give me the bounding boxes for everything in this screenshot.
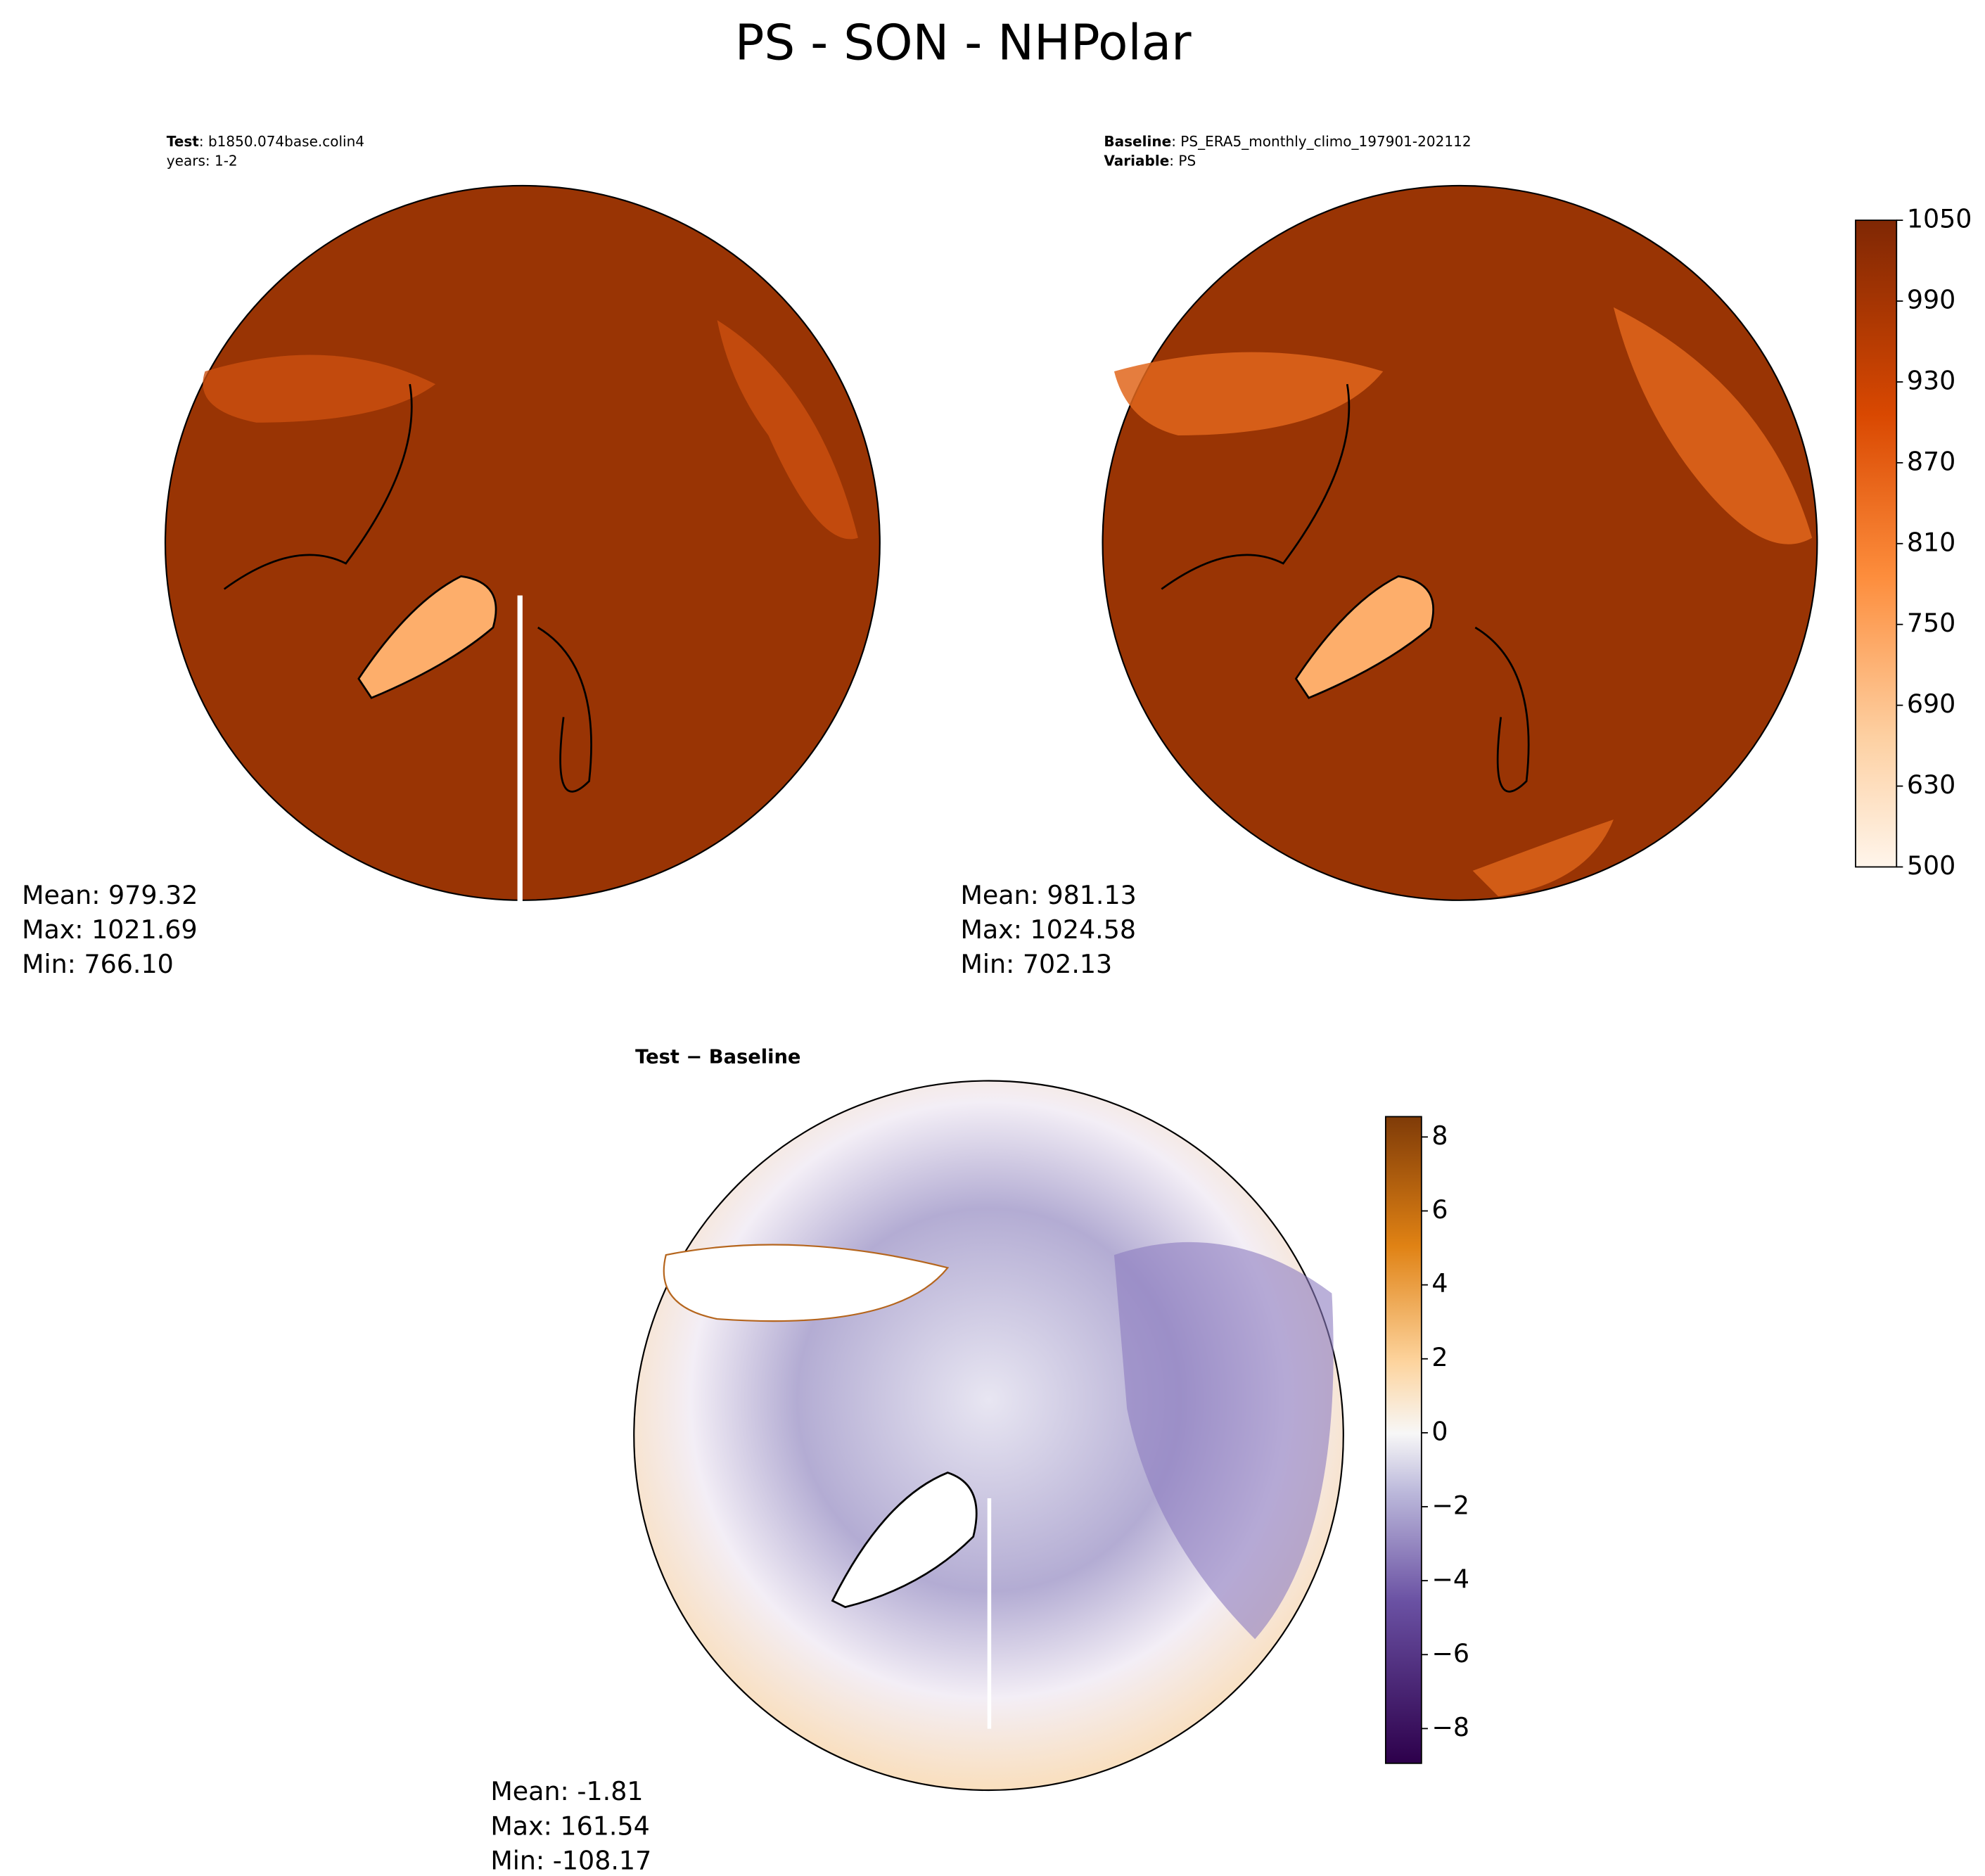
stat-text: Min: 702.13 — [960, 949, 1112, 979]
colorbar-tick-label: 630 — [1907, 770, 1955, 800]
colorbar-tick-label: 870 — [1907, 446, 1955, 476]
colorbar-tick-label: 810 — [1907, 527, 1955, 557]
header-key: Baseline — [1104, 133, 1171, 150]
colorbar — [1384, 1116, 1422, 1764]
colorbar-tick-label: −8 — [1431, 1712, 1469, 1742]
header-text: years: 1-2 — [167, 152, 238, 169]
header-key: Variable — [1104, 152, 1169, 169]
stat-text: Mean: 979.32 — [22, 880, 198, 910]
colorbar-tick-label: 2 — [1431, 1342, 1448, 1372]
header-key: Test − Baseline — [635, 1046, 800, 1068]
colorbar-tick-label: 4 — [1431, 1268, 1448, 1298]
figure-title: PS - SON - NHPolar — [735, 15, 1192, 72]
panel-header: Test − Baseline — [635, 1046, 800, 1068]
stat-text: Mean: 981.13 — [960, 880, 1136, 910]
map-test — [164, 184, 881, 903]
colorbar — [1855, 219, 1898, 868]
colorbar-tick-label: 690 — [1907, 689, 1955, 719]
stat-text: Max: 161.54 — [490, 1811, 649, 1841]
panel-header: Variable: PS — [1104, 152, 1196, 169]
panel-header: years: 1-2 — [167, 152, 238, 169]
colorbar-tick-label: 8 — [1431, 1121, 1448, 1151]
header-text: : b1850.074base.colin4 — [199, 133, 364, 150]
header-text: : PS — [1169, 152, 1196, 169]
stat-text: Min: 766.10 — [22, 949, 174, 979]
colorbar-tick-label: 1050 — [1907, 204, 1972, 234]
panel-header: Test: b1850.074base.colin4 — [167, 133, 364, 150]
colorbar-tick-label: −2 — [1431, 1491, 1469, 1521]
colorbar-tick-label: 750 — [1907, 608, 1955, 638]
colorbar-tick-label: −6 — [1431, 1638, 1469, 1668]
map-baseline — [1102, 184, 1818, 901]
stat-text: Max: 1024.58 — [960, 914, 1136, 945]
stat-text: Mean: -1.81 — [490, 1776, 643, 1806]
colorbar-tick-label: −4 — [1431, 1564, 1469, 1595]
colorbar-tick-label: 930 — [1907, 365, 1955, 395]
panel-header: Baseline: PS_ERA5_monthly_climo_197901-2… — [1104, 133, 1471, 150]
colorbar-tick-label: 6 — [1431, 1194, 1448, 1225]
header-text: : PS_ERA5_monthly_climo_197901-202112 — [1171, 133, 1471, 150]
colorbar-tick-label: 500 — [1907, 850, 1955, 881]
header-key: Test — [167, 133, 199, 150]
stat-text: Max: 1021.69 — [22, 914, 198, 945]
map-difference — [633, 1080, 1344, 1792]
colorbar-tick-label: 990 — [1907, 285, 1955, 315]
stat-text: Min: -108.17 — [490, 1845, 651, 1875]
colorbar-tick-label: 0 — [1431, 1416, 1448, 1446]
